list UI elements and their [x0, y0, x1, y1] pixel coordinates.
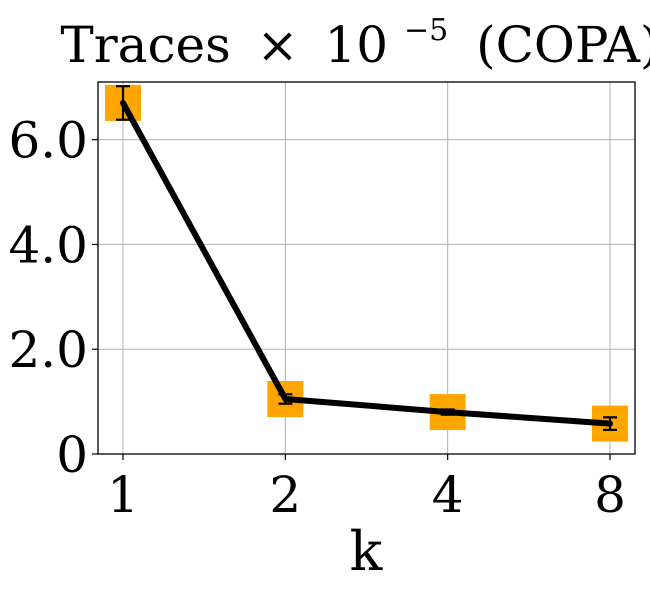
x-tick-label-8: 8 [594, 466, 626, 524]
grid-layer [98, 82, 635, 455]
label-layer: 1 2 4 8 0 2.0 4.0 6.0 [8, 112, 625, 524]
axis-layer [92, 81, 636, 460]
y-tick-label-6-0: 6.0 [8, 112, 88, 170]
chart-title: Traces × 10 −5 (COPA) [60, 0, 650, 74]
x-axis-label: k [350, 520, 384, 583]
chart-title-exponent: −5 [404, 13, 448, 48]
y-tick-label-2-0: 2.0 [8, 321, 88, 379]
x-tick-label-4: 4 [432, 466, 464, 524]
plot-frame [97, 81, 636, 455]
chart-title-power-base: 10 [324, 16, 388, 74]
chart-title-times: × [257, 16, 299, 74]
chart-title-base: Traces [60, 16, 230, 74]
y-tick-label-4-0: 4.0 [8, 216, 88, 274]
y-tick-label-0: 0 [56, 426, 88, 484]
series-layer [105, 84, 628, 442]
chart-title-suffix: (COPA) [476, 16, 650, 74]
series-line-0 [120, 99, 613, 427]
x-tick-label-1: 1 [107, 466, 139, 524]
x-tick-label-2: 2 [269, 466, 301, 524]
